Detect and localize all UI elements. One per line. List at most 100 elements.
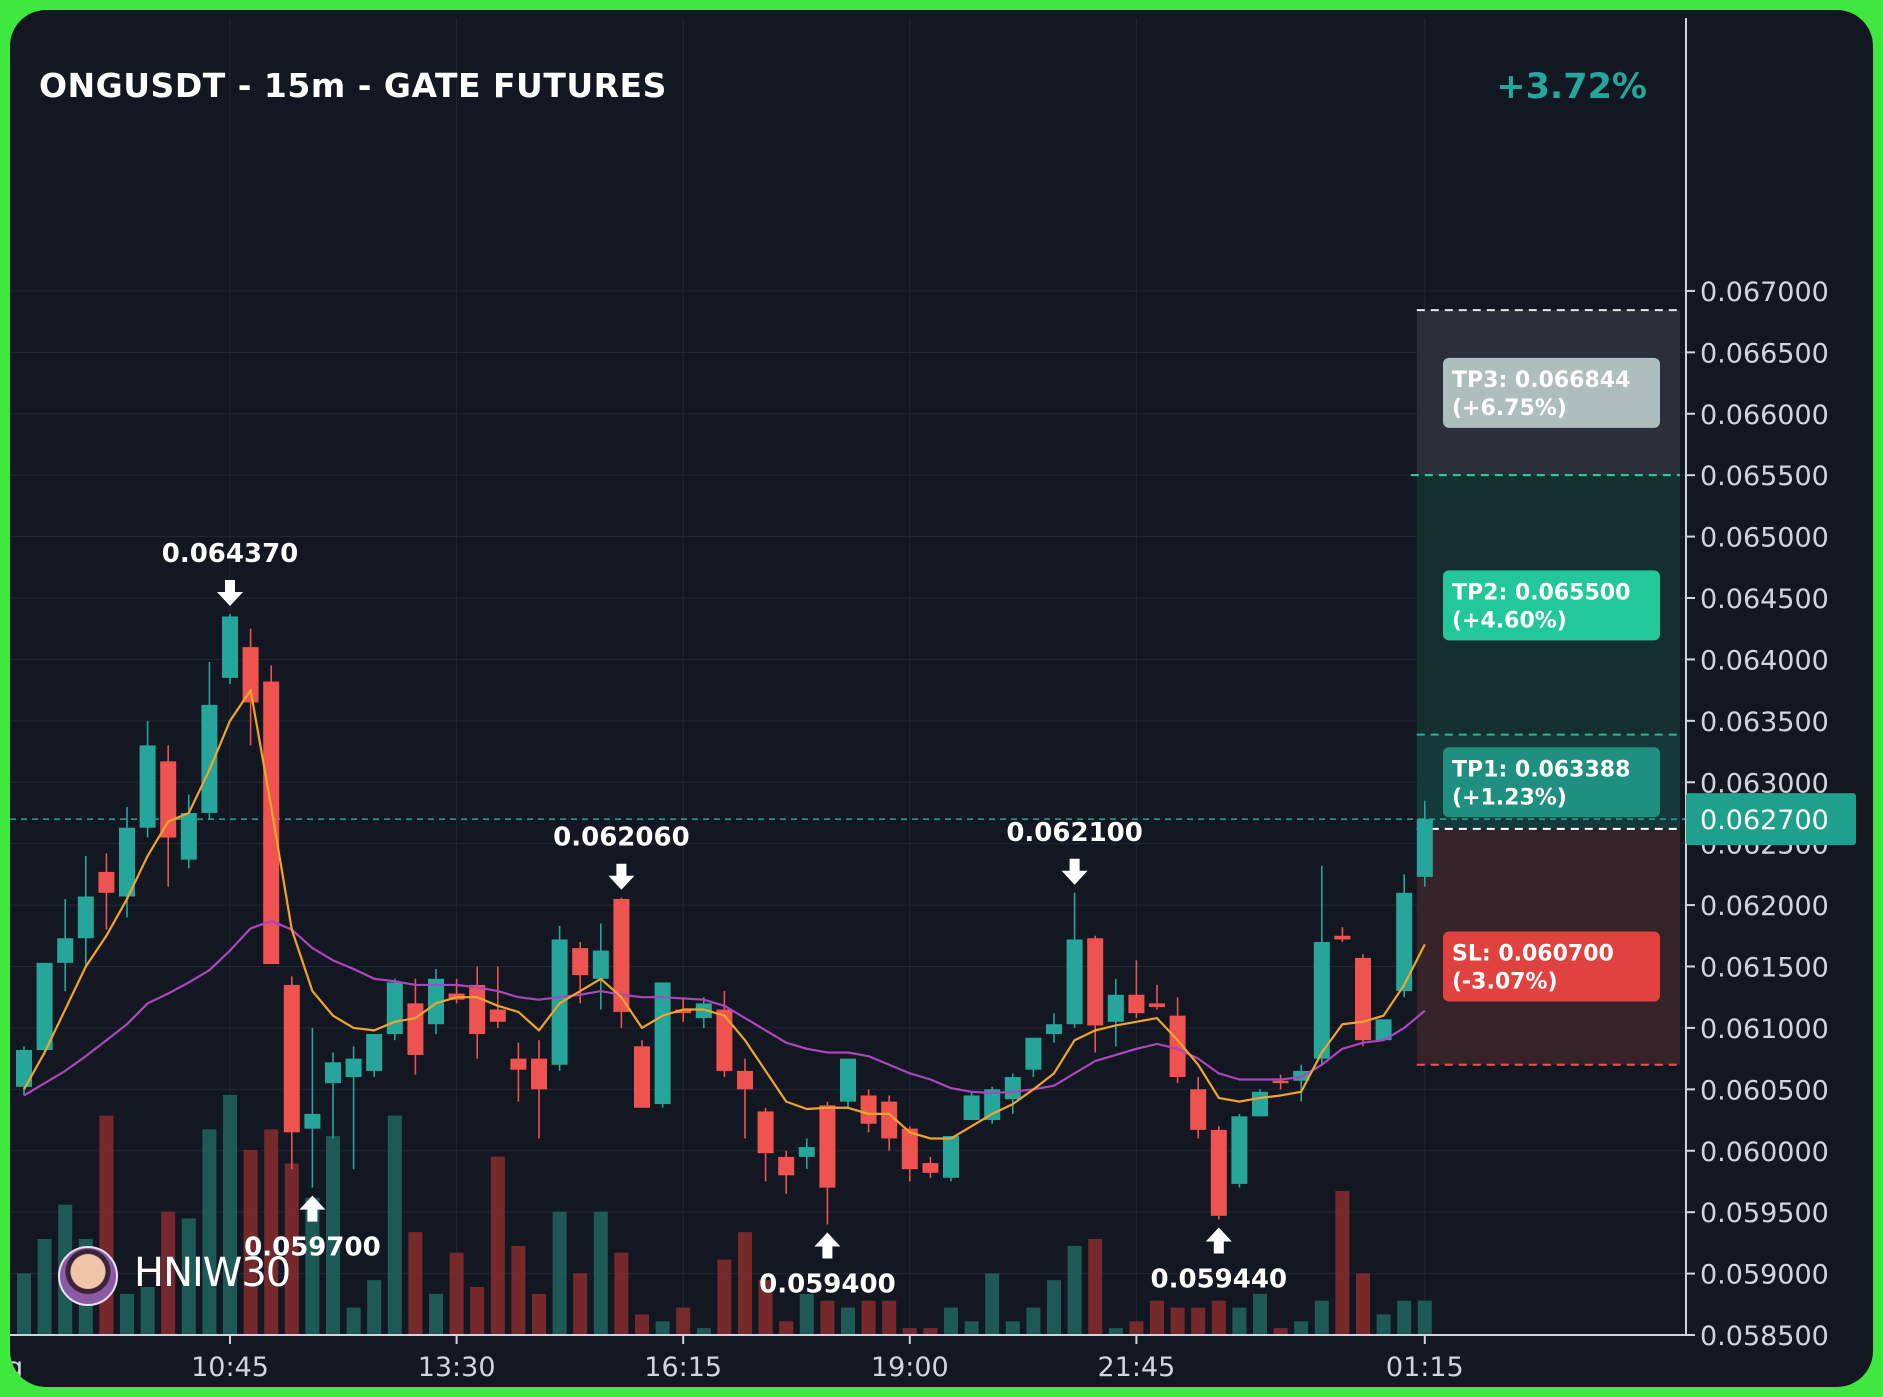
price-tick-label: 0.059000: [1700, 1260, 1829, 1291]
volume-bar: [181, 1218, 196, 1335]
candle-body: [1334, 935, 1351, 940]
candle-body: [57, 938, 74, 963]
swing-low-label: 0.059700: [244, 1233, 381, 1263]
candle-body: [695, 1003, 712, 1019]
author-handle: HNIW30: [134, 1250, 291, 1296]
avatar-cartoon-icon: [58, 1246, 118, 1306]
volume-bar: [573, 1273, 588, 1335]
arrow-down-icon: [217, 579, 243, 606]
volume-bar: [779, 1321, 794, 1335]
candle-body: [922, 1163, 939, 1173]
volume-bar: [490, 1156, 505, 1335]
candlestick-chart[interactable]: 0.064370 0.059700 0.062060 0.059400 0.062100…: [10, 10, 1873, 1387]
candle-body: [407, 1003, 424, 1055]
volume-bar: [367, 1280, 382, 1335]
volume-bar: [1150, 1300, 1164, 1335]
volume-bar: [161, 1211, 176, 1335]
candle-body: [1149, 1003, 1165, 1008]
volume-bar: [944, 1307, 958, 1335]
chart-title: ONGUSDT - 15m - GATE FUTURES: [39, 66, 667, 105]
volume-bar: [284, 1163, 299, 1335]
volume-bar: [1356, 1273, 1370, 1335]
candle-body: [1355, 957, 1371, 1041]
candle-body: [778, 1156, 795, 1176]
volume-bar: [614, 1252, 629, 1335]
candle-body: [860, 1095, 877, 1124]
volume-bar: [1314, 1300, 1329, 1335]
volume-bar: [408, 1232, 423, 1335]
change-percent: +3.72%: [1496, 67, 1647, 107]
sl-label-box: [1443, 931, 1660, 1002]
swing-low-label: 0.059440: [1151, 1265, 1288, 1295]
candle-body: [634, 1046, 650, 1108]
volume-bar: [532, 1293, 546, 1335]
current-price-badge: [1686, 793, 1856, 846]
price-tick-label: 0.060000: [1700, 1137, 1829, 1168]
volume-bar: [1232, 1307, 1247, 1335]
price-tick-label: 0.061000: [1700, 1014, 1829, 1045]
candle-body: [119, 827, 135, 897]
candle-body: [242, 647, 259, 703]
volume-bar: [861, 1300, 876, 1335]
candle-body: [963, 1095, 980, 1121]
tp1-label-box: [1443, 747, 1660, 818]
price-tick-label: 0.058500: [1700, 1321, 1829, 1352]
price-tick-label: 0.066000: [1700, 400, 1829, 431]
candle-body: [98, 871, 115, 893]
candle-body: [1066, 939, 1083, 1025]
price-tick-label: 0.065500: [1700, 461, 1829, 492]
volume-bar: [1047, 1280, 1061, 1335]
swing-low-label: 0.059400: [759, 1269, 896, 1299]
candle-body: [1190, 1089, 1207, 1130]
volume-bar: [1397, 1300, 1412, 1335]
volume-bar: [985, 1273, 1000, 1335]
volume-bar: [17, 1273, 31, 1335]
swing-high-label: 0.062060: [553, 823, 690, 853]
candle-body: [489, 1009, 506, 1022]
tp3-label-pct: (+6.75%): [1452, 396, 1567, 421]
candle-body: [469, 984, 486, 1035]
candle-body: [325, 1062, 341, 1084]
volume-bar: [696, 1328, 711, 1335]
candle-body: [283, 984, 300, 1133]
volume-bar: [1191, 1307, 1206, 1335]
time-tick-label: 19:00: [871, 1352, 949, 1383]
volume-bar: [1170, 1307, 1185, 1335]
candle-body: [16, 1050, 32, 1087]
tp2-label-pct: (+4.60%): [1452, 608, 1567, 633]
chart-frame: 0.064370 0.059700 0.062060 0.059400 0.062100…: [10, 10, 1873, 1387]
volume-bar: [552, 1211, 567, 1335]
time-tick-label: 10:45: [191, 1352, 269, 1383]
volume-bar: [1294, 1321, 1309, 1335]
candle-body: [1046, 1024, 1062, 1035]
time-tick-label: 16:15: [644, 1352, 722, 1383]
candle-body: [737, 1070, 753, 1090]
volume-bar: [387, 1115, 402, 1335]
volume-bar: [738, 1232, 752, 1335]
candle-body: [1087, 938, 1104, 1026]
candle-body: [304, 1113, 321, 1129]
tp3-label-box: [1443, 357, 1660, 428]
volume-bar: [346, 1307, 361, 1335]
tp3-label-text: TP3: 0.066844: [1452, 368, 1630, 393]
sl-label-pct: (-3.07%): [1452, 970, 1558, 995]
candle-body: [1169, 1015, 1186, 1078]
candle-body: [263, 681, 280, 965]
volume-bar: [635, 1314, 649, 1335]
candle-body: [428, 978, 444, 1025]
volume-bar: [1211, 1300, 1226, 1335]
volume-bar: [799, 1293, 814, 1335]
volume-bar: [923, 1328, 938, 1335]
candle-body: [1231, 1116, 1248, 1184]
volume-bar: [37, 1239, 52, 1335]
candle-body: [901, 1128, 918, 1170]
candle-body: [222, 616, 238, 678]
time-tick-label: 01:15: [1386, 1352, 1464, 1383]
price-tick-label: 0.062000: [1700, 891, 1829, 922]
volume-bar: [676, 1307, 691, 1335]
candle-body: [36, 962, 53, 1051]
candle-body: [819, 1105, 836, 1188]
candle-body: [1396, 892, 1413, 992]
candle-body: [201, 704, 218, 813]
volume-bar: [820, 1300, 835, 1335]
